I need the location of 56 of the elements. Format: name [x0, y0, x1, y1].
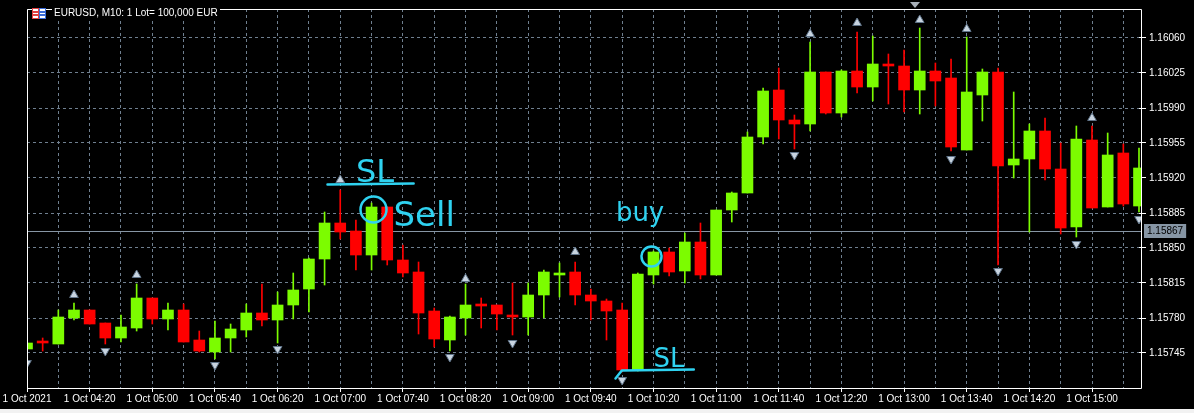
y-tick-label: 1.15745: [1149, 346, 1186, 358]
point: [1071, 241, 1082, 250]
y-tick-label: 1.15990: [1149, 101, 1186, 113]
annotation: SL: [355, 152, 395, 190]
point: [1087, 112, 1097, 121]
x-tick-label: 1 Oct 11:00: [690, 392, 743, 404]
y-tick-label: 1.16025: [1149, 66, 1186, 78]
candlestick: [913, 27, 926, 115]
point: [272, 346, 283, 355]
point: [100, 348, 111, 357]
x-tick-label: 1 Oct 07:00: [314, 392, 367, 404]
chart-title: EURUSD, M10: 1 Lot= 100,000 EUR: [52, 6, 220, 19]
x-tick-label: 1 Oct 04:20: [63, 392, 116, 404]
annotation: buy: [615, 197, 665, 227]
y-tick-label: 1.16060: [1149, 31, 1186, 43]
x-tick-label: 1 Oct 07:40: [377, 392, 430, 404]
annotation: SL: [653, 343, 685, 373]
y-tick-label: 1.15780: [1149, 311, 1186, 323]
ref-line-label: 1.15867: [1147, 225, 1184, 237]
x-tick-label: 1 Oct 2021: [2, 392, 52, 404]
x-tick-label: 1 Oct 05:40: [189, 392, 242, 404]
x-tick-label: 1 Oct 13:00: [878, 392, 931, 404]
y-tick-label: 1.15955: [1149, 136, 1186, 148]
point: [617, 377, 627, 386]
point: [961, 23, 972, 32]
x-tick-label: 1 Oct 15:00: [1066, 392, 1119, 404]
x-tick-label: 1 Oct 12:20: [815, 392, 868, 404]
candlestick: [334, 189, 347, 240]
x-tick-label: 1 Oct 09:00: [502, 392, 555, 404]
x-tick-label: 1 Oct 09:40: [564, 392, 618, 404]
point: [210, 362, 220, 371]
point: [852, 17, 862, 26]
x-tick-label: 1 Oct 13:40: [940, 392, 993, 404]
candlestick: [256, 283, 268, 327]
candlestick: [1007, 91, 1020, 179]
annotation: Sell: [393, 194, 455, 234]
x-tick-label: 1 Oct 11:40: [753, 392, 805, 404]
x-tick-label: 1 Oct 10:20: [627, 392, 680, 404]
point: [805, 28, 815, 37]
y-tick-label: 1.15850: [1149, 241, 1186, 253]
point: [789, 152, 800, 161]
point: [914, 14, 925, 23]
x-tick-label: 1 Oct 08:20: [439, 392, 492, 404]
point: [445, 354, 455, 363]
candlestick: [585, 288, 597, 321]
x-tick-label: 1 Oct 05:00: [126, 392, 179, 404]
point: [335, 174, 346, 183]
point: [993, 268, 1003, 277]
point: [507, 340, 518, 349]
y-tick-label: 1.15920: [1149, 171, 1186, 183]
point: [946, 156, 956, 165]
point: [1134, 216, 1142, 225]
y-tick-label: 1.15885: [1149, 206, 1186, 218]
y-tick-label: 1.15815: [1149, 276, 1186, 288]
x-tick-label: 1 Oct 14:20: [1003, 392, 1056, 404]
x-tick-label: 1 Oct 06:20: [251, 392, 304, 404]
